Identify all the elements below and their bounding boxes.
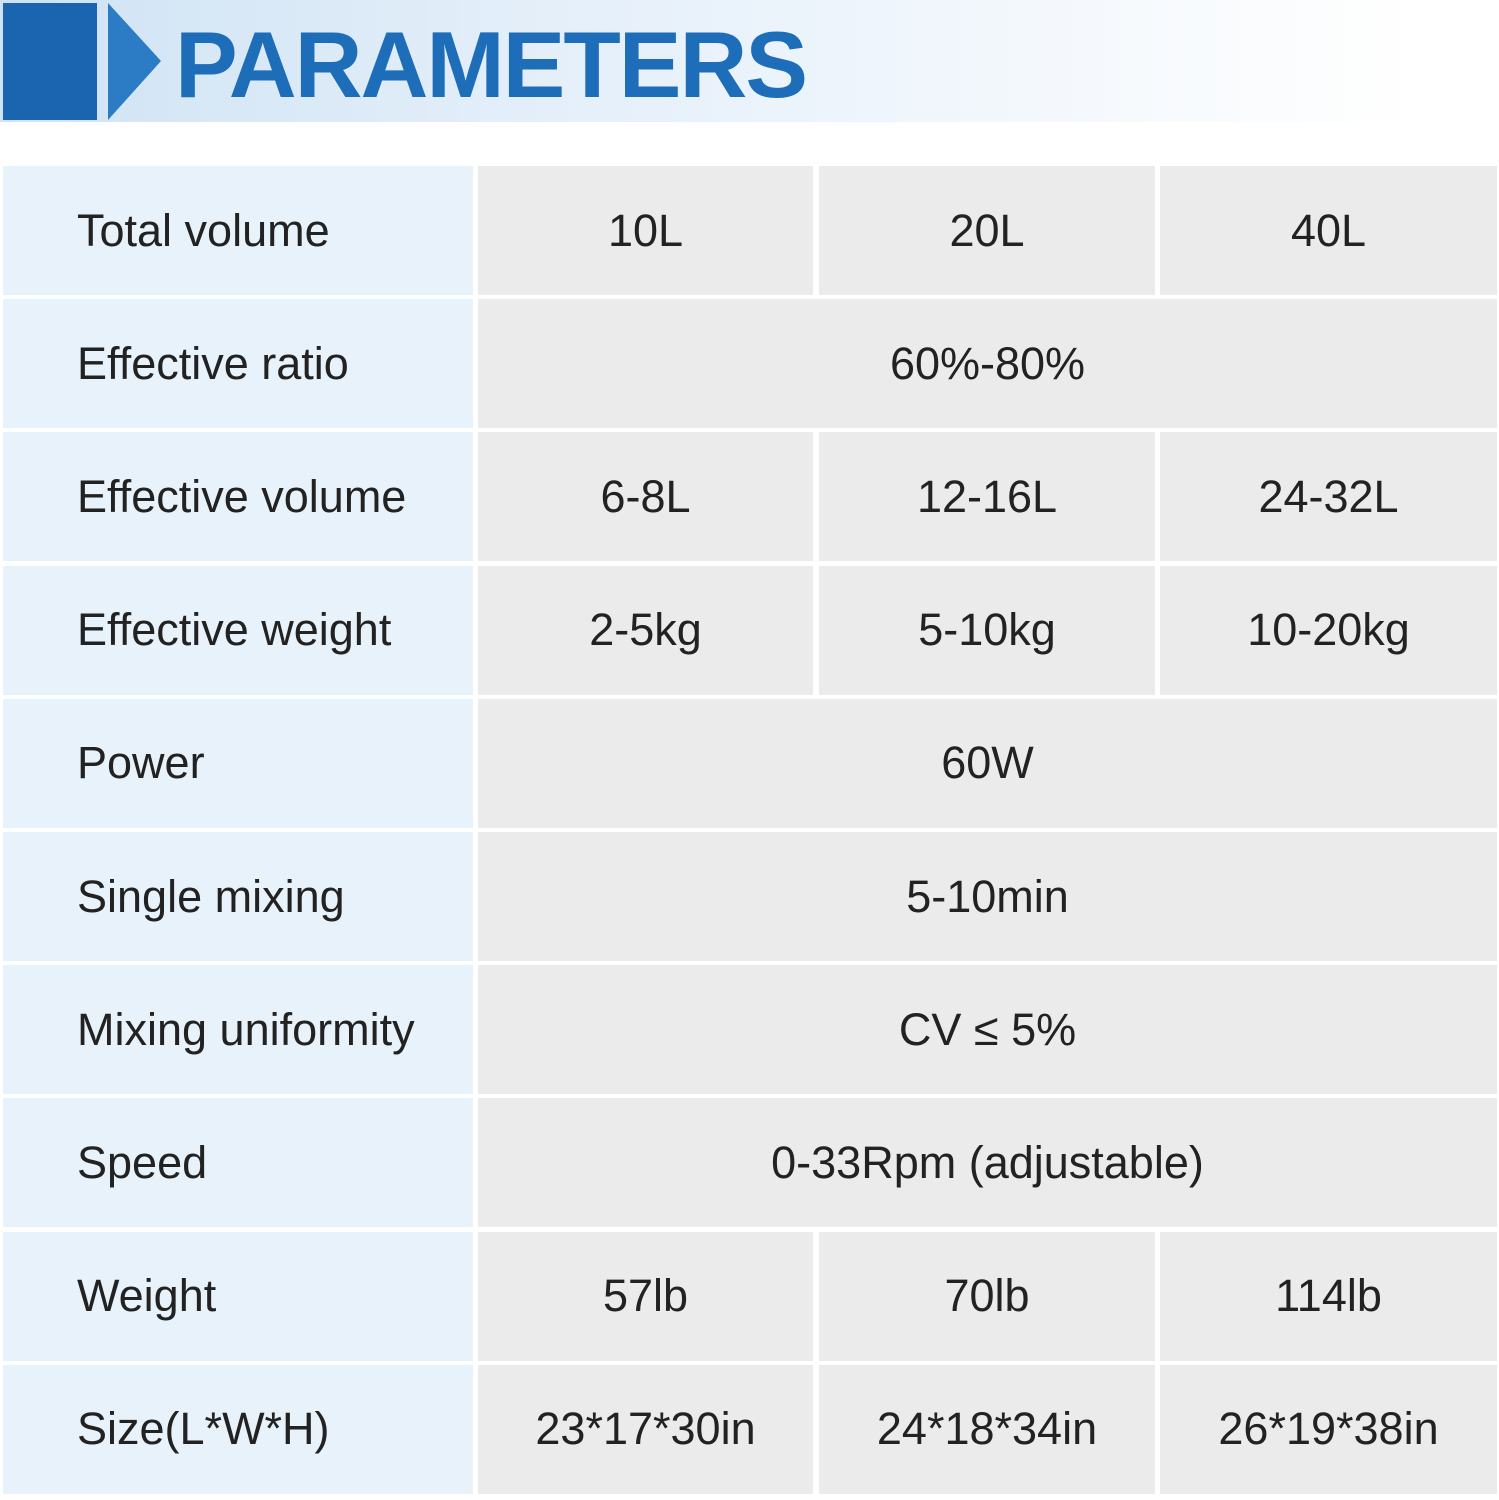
- header-title: PARAMETERS: [175, 12, 808, 117]
- row-label: Speed: [3, 1098, 473, 1228]
- header: PARAMETERS: [0, 0, 1499, 122]
- cell-value: 26*19*38in: [1160, 1364, 1497, 1494]
- row-label: Effective ratio: [3, 299, 473, 429]
- cell-value: 10-20kg: [1160, 565, 1497, 695]
- cell-value: 60%-80%: [478, 299, 1497, 429]
- row-label: Mixing uniformity: [3, 965, 473, 1095]
- cell-value: 12-16L: [819, 432, 1155, 562]
- row-label: Effective weight: [3, 565, 473, 695]
- row-label: Power: [3, 698, 473, 828]
- cell-value: 40L: [1160, 166, 1497, 295]
- cell-value: 5-10kg: [819, 565, 1155, 695]
- cell-value: 0-33Rpm (adjustable): [478, 1098, 1497, 1228]
- row-label: Single mixing: [3, 832, 473, 961]
- cell-value: 20L: [819, 166, 1155, 295]
- row-label: Total volume: [3, 166, 473, 295]
- cell-value: 114lb: [1160, 1231, 1497, 1361]
- row-label: Weight: [3, 1231, 473, 1361]
- cell-value: 2-5kg: [478, 565, 813, 695]
- cell-value: 57lb: [478, 1231, 813, 1361]
- cell-value: 70lb: [819, 1231, 1155, 1361]
- cell-value: CV ≤ 5%: [478, 965, 1497, 1095]
- row-label: Effective volume: [3, 432, 473, 562]
- cell-value: 6-8L: [478, 432, 813, 562]
- cell-value: 10L: [478, 166, 813, 295]
- row-label: Size(L*W*H): [3, 1364, 473, 1494]
- cell-value: 23*17*30in: [478, 1364, 813, 1494]
- header-arrow: [108, 3, 161, 120]
- cell-value: 24-32L: [1160, 432, 1497, 562]
- cell-value: 60W: [478, 698, 1497, 828]
- cell-value: 5-10min: [478, 832, 1497, 961]
- header-block: [3, 3, 97, 120]
- cell-value: 24*18*34in: [819, 1364, 1155, 1494]
